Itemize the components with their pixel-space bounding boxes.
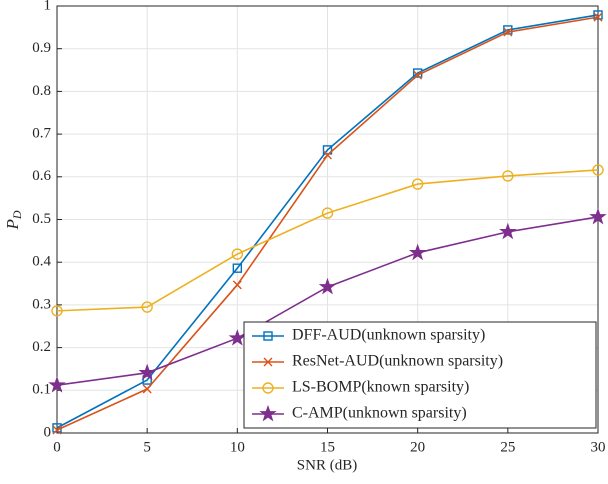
y-tick-label: 0.2 [32,339,51,355]
marker [231,248,244,260]
y-tick-label: 0.4 [32,254,51,270]
marker [503,27,513,37]
x-tick-label: 20 [410,439,425,455]
series-line [56,169,599,312]
x-tick-label: 25 [500,439,515,455]
marker [413,70,423,80]
marker [51,305,63,317]
y-tick-label: 0.8 [32,83,51,99]
legend-marker [263,331,273,341]
legend-label: LS-BOMP(known sparsity) [292,379,469,396]
marker [52,425,62,435]
legend-marker [263,357,273,367]
x-tick-label: 30 [591,439,606,455]
x-axis-label: SNR (dB) [297,457,357,473]
marker [411,178,424,190]
x-tick-label: 10 [230,439,245,455]
legend-label: ResNet-AUD(unknown sparsity) [292,353,503,370]
marker [499,222,517,240]
marker [318,277,337,295]
y-tick-label: 0.1 [32,382,51,398]
x-tick-label: 5 [143,439,151,455]
marker [408,243,427,261]
y-label-sub: D [10,210,24,220]
marker [592,164,604,176]
marker [138,363,156,381]
marker [593,12,603,22]
y-tick-label: 0.6 [32,168,51,184]
marker [142,384,152,394]
marker [593,10,603,20]
marker [141,301,153,313]
marker [323,150,332,160]
y-tick-label: 1 [44,0,52,13]
legend-label: C-AMP(unknown sparsity) [292,405,467,422]
x-tick-label: 0 [53,439,61,455]
legend-box [243,321,597,429]
legend-marker [259,404,277,422]
marker [232,280,242,290]
y-tick-label: 0.3 [32,296,51,312]
marker [228,329,247,346]
marker [589,207,607,225]
series-line [56,14,599,429]
y-label-main: P [3,219,22,230]
y-axis-label: PD [3,210,24,230]
y-tick-label: 0.5 [32,211,51,227]
marker [321,207,334,219]
marker [322,145,333,155]
y-tick-label: 0.9 [32,40,51,56]
marker [232,263,243,273]
y-tick-label: 0 [44,424,52,440]
marker [503,25,513,35]
legend-marker [262,382,274,394]
legend-label: DFF-AUD(unknown sparsity) [292,327,485,344]
marker [48,376,66,393]
marker [502,170,514,182]
x-tick-label: 15 [320,439,335,455]
y-tick-label: 0.7 [32,126,51,142]
